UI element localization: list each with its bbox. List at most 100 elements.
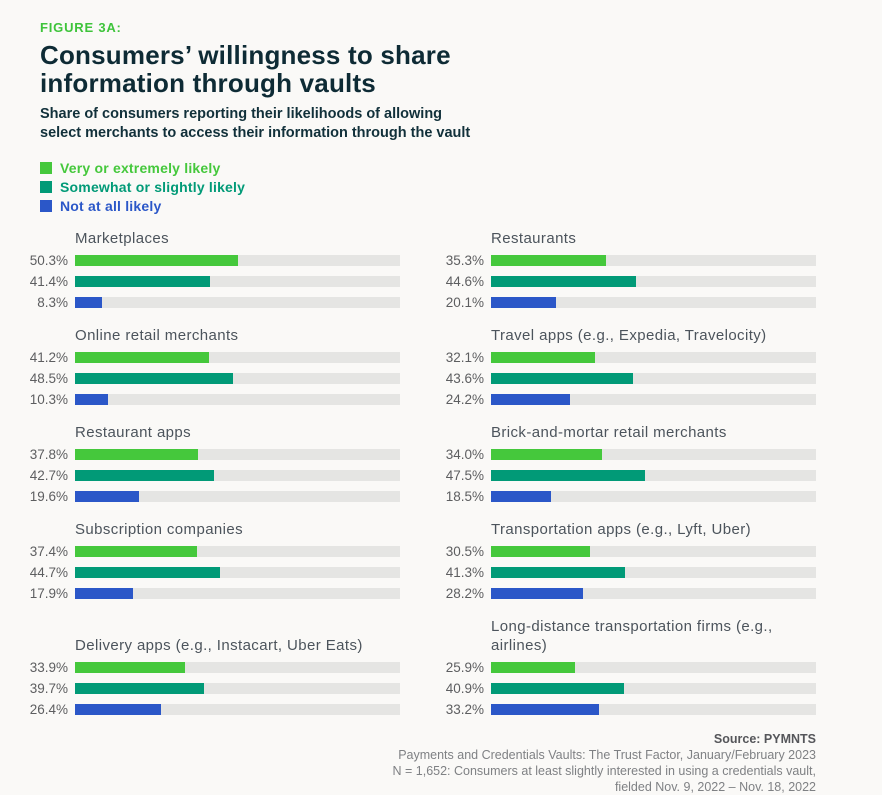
bar-row: 40.9% xyxy=(444,681,816,696)
bar-somewhat-likely xyxy=(75,567,221,578)
group-title: Restaurant apps xyxy=(75,424,192,441)
chart-group-marketplaces: Marketplaces 50.3% 41.4% 8.3% xyxy=(28,229,400,310)
bar-row: 19.6% xyxy=(28,489,400,504)
bar-very-likely xyxy=(491,546,591,557)
page-title-line-2: information through vaults xyxy=(40,68,376,98)
bar-row: 44.6% xyxy=(444,274,816,289)
bar-track xyxy=(75,297,400,308)
bar-somewhat-likely xyxy=(491,683,624,694)
bar-row: 47.5% xyxy=(444,468,816,483)
legend-label-very-likely: Very or extremely likely xyxy=(60,159,221,176)
bar-not-at-all-likely xyxy=(491,491,552,502)
bar-value-label: 37.8% xyxy=(29,447,68,462)
bar-somewhat-likely xyxy=(75,373,233,384)
group-title: Brick-and-mortar retail merchants xyxy=(491,424,727,441)
bar-track xyxy=(491,394,816,405)
bar-very-likely xyxy=(75,449,198,460)
group-title: Long-distance transportation firms (e.g.… xyxy=(491,618,773,654)
bar-value-label: 34.0% xyxy=(445,447,484,462)
bar-row: 10.3% xyxy=(28,392,400,407)
bar-not-at-all-likely xyxy=(491,394,570,405)
legend-label-somewhat-likely: Somewhat or slightly likely xyxy=(60,178,246,195)
legend-swatch-very-likely xyxy=(40,161,52,174)
bar-value-label: 28.2% xyxy=(445,586,484,601)
bar-track xyxy=(491,704,816,715)
bar-track xyxy=(75,373,400,384)
bar-row: 44.7% xyxy=(28,565,400,580)
bar-track xyxy=(75,491,400,502)
bar-track xyxy=(75,470,400,481)
bar-very-likely xyxy=(75,352,209,363)
bar-not-at-all-likely xyxy=(491,704,599,715)
bar-value-label: 41.4% xyxy=(29,274,68,289)
bar-value-label: 26.4% xyxy=(29,702,68,717)
bar-very-likely xyxy=(75,662,186,673)
bar-row: 41.3% xyxy=(444,565,816,580)
footnote-line-3: fielded Nov. 9, 2022 – Nov. 18, 2022 xyxy=(614,780,816,794)
source-note: Source: PYMNTS Payments and Credentials … xyxy=(28,731,817,795)
bar-track xyxy=(75,546,400,557)
bar-track xyxy=(491,546,816,557)
bar-track xyxy=(75,662,400,673)
bar-row: 35.3% xyxy=(444,253,816,268)
chart-legend: Very or extremely likely Somewhat or sli… xyxy=(40,158,816,215)
bar-row: 20.1% xyxy=(444,295,816,310)
bar-not-at-all-likely xyxy=(75,588,134,599)
bar-row: 50.3% xyxy=(28,253,400,268)
bar-not-at-all-likely xyxy=(75,491,139,502)
bar-value-label: 19.6% xyxy=(29,489,68,504)
figure-label: FIGURE 3A: xyxy=(40,20,122,35)
group-title: Subscription companies xyxy=(75,521,244,538)
chart-subtitle-line-2: select merchants to access their informa… xyxy=(40,124,471,141)
bar-row: 37.8% xyxy=(28,447,400,462)
page-title-line-1: Consumers’ willingness to share xyxy=(40,40,451,70)
bar-not-at-all-likely xyxy=(75,297,102,308)
bar-value-label: 42.7% xyxy=(29,468,68,483)
bar-somewhat-likely xyxy=(491,373,633,384)
bar-value-label: 18.5% xyxy=(445,489,484,504)
bar-row: 8.3% xyxy=(28,295,400,310)
legend-item-somewhat-likely: Somewhat or slightly likely xyxy=(40,177,816,196)
bar-somewhat-likely xyxy=(491,276,636,287)
bar-track xyxy=(75,449,400,460)
bar-row: 28.2% xyxy=(444,586,816,601)
bar-track xyxy=(491,491,816,502)
bar-row: 32.1% xyxy=(444,350,816,365)
chart-group-restaurants: Restaurants 35.3% 44.6% 20.1% xyxy=(444,229,816,310)
bar-track xyxy=(491,297,816,308)
page-title: Consumers’ willingness to share informati… xyxy=(40,41,816,97)
chart-group-transportation-apps: Transportation apps (e.g., Lyft, Uber) 3… xyxy=(444,520,816,601)
footnote-line-2: N = 1,652: Consumers at least slightly i… xyxy=(392,764,817,778)
bar-value-label: 20.1% xyxy=(445,295,484,310)
chart-subtitle: Share of consumers reporting their likel… xyxy=(40,105,816,142)
bar-row: 34.0% xyxy=(444,447,816,462)
source-label: Source: PYMNTS xyxy=(713,732,816,746)
legend-swatch-somewhat-likely xyxy=(40,180,52,193)
bar-somewhat-likely xyxy=(491,567,626,578)
bar-track xyxy=(491,662,816,673)
bar-somewhat-likely xyxy=(75,276,210,287)
bar-value-label: 48.5% xyxy=(29,371,68,386)
bar-track xyxy=(75,567,400,578)
bar-track xyxy=(491,373,816,384)
legend-label-not-at-all-likely: Not at all likely xyxy=(60,197,162,214)
bar-value-label: 35.3% xyxy=(445,253,484,268)
bar-value-label: 41.2% xyxy=(29,350,68,365)
bar-track xyxy=(75,255,400,266)
group-title: Delivery apps (e.g., Instacart, Uber Eat… xyxy=(75,637,363,654)
bar-value-label: 37.4% xyxy=(29,544,68,559)
chart-group-subscription-companies: Subscription companies 37.4% 44.7% 17.9% xyxy=(28,520,400,601)
footnote-line-1: Payments and Credentials Vaults: The Tru… xyxy=(398,748,816,762)
bar-row: 37.4% xyxy=(28,544,400,559)
bar-value-label: 17.9% xyxy=(29,586,68,601)
bar-value-label: 39.7% xyxy=(29,681,68,696)
bar-value-label: 30.5% xyxy=(445,544,484,559)
bar-somewhat-likely xyxy=(75,470,214,481)
group-title: Marketplaces xyxy=(75,230,170,247)
bar-not-at-all-likely xyxy=(75,394,109,405)
bar-track xyxy=(491,567,816,578)
legend-item-not-at-all-likely: Not at all likely xyxy=(40,196,816,215)
bar-value-label: 25.9% xyxy=(445,660,484,675)
chart-subtitle-line-1: Share of consumers reporting their likel… xyxy=(40,106,443,122)
bar-value-label: 33.2% xyxy=(445,702,484,717)
